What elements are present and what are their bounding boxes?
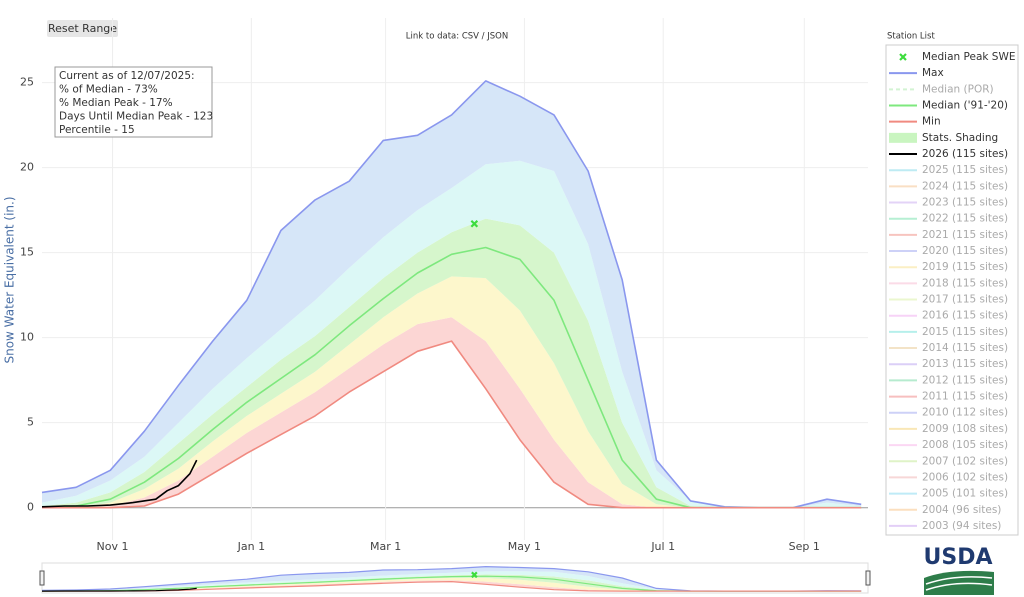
legend: Median Peak SWE Max Median (POR) Median ('9…	[889, 51, 1015, 532]
legend-label[interactable]: 2025 (115 sites)	[922, 164, 1008, 176]
legend-label[interactable]: 2006 (102 sites)	[922, 471, 1008, 483]
legend-label[interactable]: 2022 (115 sites)	[922, 213, 1008, 225]
y-tick-label: 5	[27, 416, 34, 429]
annotation-line: Percentile - 15	[59, 124, 135, 136]
legend-label[interactable]: Min	[922, 116, 941, 128]
series-line	[41, 587, 197, 592]
series-line	[41, 80, 862, 509]
legend-box	[885, 44, 1019, 536]
x-tick-label: Sep 1	[789, 540, 820, 553]
legend-label[interactable]: 2010 (112 sites)	[922, 407, 1008, 419]
legend-label[interactable]: 2013 (115 sites)	[922, 358, 1008, 370]
x-tick-label: Jul 1	[650, 540, 675, 553]
logo-furrow	[925, 576, 993, 585]
legend-label[interactable]: 2023 (115 sites)	[922, 197, 1008, 209]
peak-marker	[471, 571, 478, 579]
reset-range-label[interactable]: Reset Range	[48, 22, 117, 35]
legend-label[interactable]: 2005 (101 sites)	[922, 488, 1008, 500]
data-link[interactable]: Link to data: CSV / JSON	[406, 32, 508, 42]
shading-band	[42, 571, 862, 592]
peak-marker	[470, 219, 479, 228]
legend-label[interactable]: 2020 (115 sites)	[922, 245, 1008, 257]
legend-swatch	[889, 132, 917, 143]
y-tick-label: 10	[20, 331, 34, 344]
legend-label[interactable]: 2016 (115 sites)	[922, 310, 1008, 322]
legend-label[interactable]: 2021 (115 sites)	[922, 229, 1008, 241]
shading-band	[42, 80, 862, 508]
legend-label[interactable]: 2017 (115 sites)	[922, 294, 1008, 306]
legend-label[interactable]: Median ('91-'20)	[922, 100, 1008, 112]
logo-furrow	[925, 582, 993, 591]
legend-label[interactable]: 2024 (115 sites)	[922, 180, 1008, 192]
y-axis-label: Snow Water Equivalent (in.)	[3, 196, 17, 363]
slider-handle[interactable]	[865, 570, 871, 586]
annotation-line: % Median Peak - 17%	[59, 97, 173, 109]
y-tick-label: 15	[20, 246, 34, 259]
legend-label[interactable]: 2015 (115 sites)	[922, 326, 1008, 338]
y-tick-label: 20	[20, 161, 34, 174]
legend-marker	[899, 53, 907, 61]
shading-band	[42, 574, 862, 592]
legend-label[interactable]: 2014 (115 sites)	[922, 342, 1008, 354]
legend-label[interactable]: Median Peak SWE	[922, 51, 1015, 63]
y-tick-label: 25	[20, 76, 34, 89]
legend-label[interactable]: 2004 (96 sites)	[922, 504, 1001, 516]
legend-label[interactable]: 2019 (115 sites)	[922, 261, 1008, 273]
legend-label[interactable]: 2018 (115 sites)	[922, 277, 1008, 289]
range-slider[interactable]	[39, 562, 871, 594]
legend-label[interactable]: 2008 (105 sites)	[922, 439, 1008, 451]
annotation-line: Days Until Median Peak - 123	[59, 111, 213, 123]
legend-label[interactable]: Stats. Shading	[922, 132, 998, 144]
annotation-line: % of Median - 73%	[59, 84, 158, 96]
x-tick-label: Nov 1	[97, 540, 129, 553]
series-line	[41, 459, 198, 508]
legend-label[interactable]: 2007 (102 sites)	[922, 455, 1008, 467]
series-line	[42, 340, 862, 509]
legend-label[interactable]: 2011 (115 sites)	[922, 391, 1008, 403]
x-tick-label: Mar 1	[370, 540, 401, 553]
shading-band	[42, 160, 862, 508]
annotation-box	[54, 66, 213, 138]
x-tick-label: Jan 1	[237, 540, 265, 553]
legend-label[interactable]: 2012 (115 sites)	[922, 374, 1008, 386]
reset-range-button[interactable]	[47, 20, 118, 37]
logo-text: USDA	[924, 545, 993, 570]
x-tick-label: May 1	[508, 540, 541, 553]
legend-label[interactable]: 2009 (108 sites)	[922, 423, 1008, 435]
usda-logo: USDA	[924, 545, 994, 595]
legend-label[interactable]: 2003 (94 sites)	[922, 520, 1001, 532]
slider-handle[interactable]	[39, 570, 45, 586]
legend-title: Station List	[887, 32, 935, 42]
legend-label[interactable]: 2026 (115 sites)	[922, 148, 1008, 160]
plot-area: 0 5 10 15 20 25 Nov 1 Jan 1 Mar 1 May 1 Jul 1 Sep 1	[20, 18, 868, 553]
annotation-line: Current as of 12/07/2025:	[59, 70, 195, 82]
legend-label[interactable]: Median (POR)	[922, 83, 994, 95]
y-tick-label: 0	[27, 501, 34, 514]
legend-label[interactable]: Max	[922, 67, 944, 79]
